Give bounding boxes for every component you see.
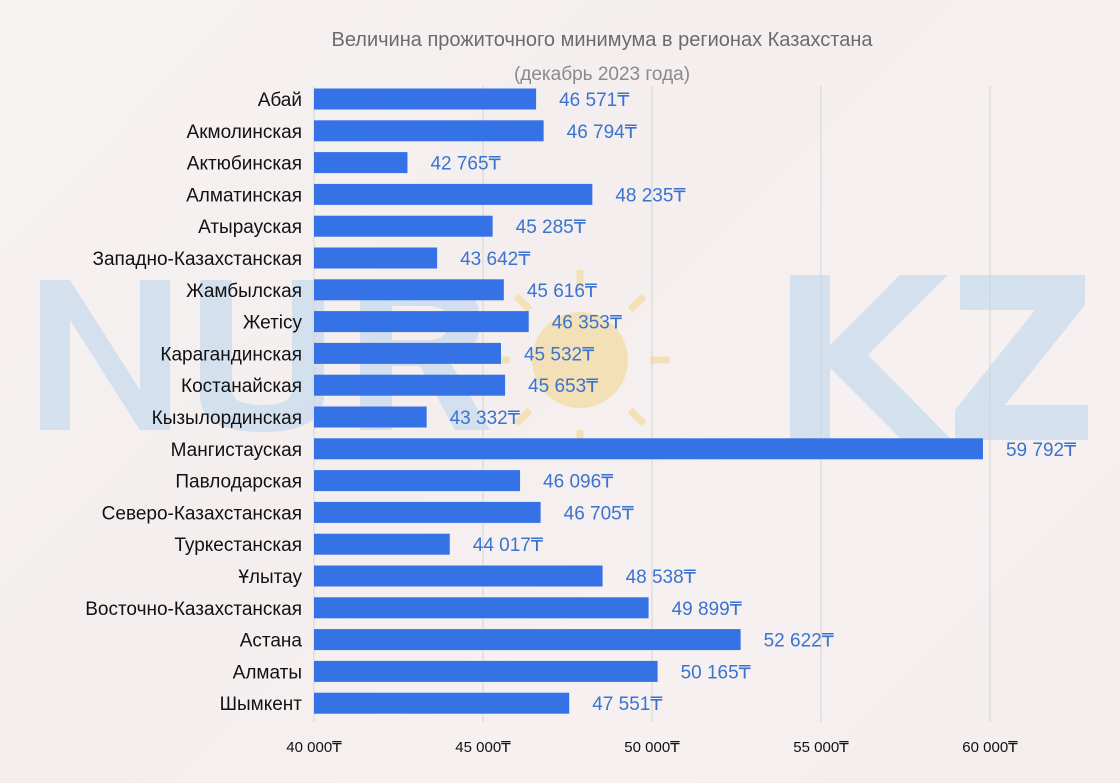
category-label: Северо-Казахстанская [102, 503, 302, 524]
value-label: 46 705₸ [564, 503, 634, 524]
bar [314, 533, 450, 555]
bar [314, 183, 593, 205]
category-label: Кызылординская [152, 408, 302, 429]
value-label: 45 653₸ [528, 376, 598, 397]
category-label: Алматы [233, 662, 302, 683]
category-label: Костанайская [181, 376, 302, 397]
bar [314, 120, 544, 142]
category-label: Алматинская [186, 185, 302, 206]
value-label: 52 622₸ [764, 631, 834, 652]
value-label: 44 017₸ [473, 535, 543, 556]
bar [314, 501, 541, 523]
value-label: 59 792₸ [1006, 440, 1076, 461]
bar [314, 692, 570, 714]
bar [314, 374, 506, 396]
value-label: 48 538₸ [626, 567, 696, 588]
x-tick-label: 60 000₸ [962, 739, 1018, 756]
bar [314, 660, 658, 682]
value-label: 45 285₸ [516, 217, 586, 238]
category-label: Жетісу [243, 313, 303, 334]
value-label: 45 616₸ [527, 281, 597, 302]
category-label: Атырауская [198, 217, 302, 238]
bar [314, 215, 493, 237]
bar [314, 88, 537, 110]
value-label: 42 765₸ [430, 154, 500, 175]
value-label: 43 332₸ [450, 408, 520, 429]
value-label: 49 899₸ [672, 599, 742, 620]
value-label: 50 165₸ [681, 662, 751, 683]
bar [314, 342, 501, 364]
x-tick-label: 55 000₸ [793, 739, 849, 756]
x-axis-ticks: 40 000₸ 45 000₸ 50 000₸ 55 000₸ 60 000₸ [286, 739, 1018, 756]
bar [314, 470, 521, 492]
grid-lines [313, 86, 991, 722]
category-label: Ұлытау [238, 567, 302, 588]
value-label: 43 642₸ [460, 249, 530, 270]
category-label: Акмолинская [187, 122, 302, 143]
value-label: 46 353₸ [552, 313, 622, 334]
chart-title: Величина прожиточного минимума в региона… [331, 29, 873, 51]
bar [314, 406, 427, 428]
category-label: Актюбинская [187, 154, 302, 175]
bar [314, 152, 408, 174]
value-labels: 46 571₸ 46 794₸ 42 765₸ 48 235₸ 45 285₸ 43 64… [430, 90, 1076, 715]
category-label: Павлодарская [175, 472, 302, 493]
category-label: Астана [240, 631, 303, 652]
value-label: 47 551₸ [592, 694, 662, 715]
bar [314, 247, 438, 269]
category-label: Восточно-Казахстанская [85, 599, 302, 620]
bar [314, 565, 603, 587]
bar [314, 438, 983, 460]
bar [314, 629, 741, 651]
category-label: Мангистауская [171, 440, 302, 461]
value-label: 48 235₸ [615, 185, 685, 206]
x-tick-label: 40 000₸ [286, 739, 342, 756]
value-label: 46 571₸ [559, 90, 629, 111]
category-label: Западно-Казахстанская [93, 249, 303, 270]
x-tick-label: 50 000₸ [624, 739, 680, 756]
bars [314, 88, 983, 714]
bar [314, 597, 649, 619]
bar [314, 311, 529, 333]
category-label: Шымкент [220, 694, 303, 715]
bar [314, 279, 504, 301]
category-label: Жамбылская [186, 281, 302, 302]
category-label: Туркестанская [174, 535, 302, 556]
value-label: 46 794₸ [567, 122, 637, 143]
chart-subtitle: (декабрь 2023 года) [514, 64, 690, 85]
x-tick-label: 45 000₸ [455, 739, 511, 756]
value-label: 46 096₸ [543, 472, 613, 493]
value-label: 45 532₸ [524, 344, 594, 365]
category-labels: Абай Акмолинская Актюбинская Алматинская Аты… [85, 90, 302, 715]
category-label: Абай [258, 90, 302, 111]
category-label: Карагандинская [160, 344, 302, 365]
